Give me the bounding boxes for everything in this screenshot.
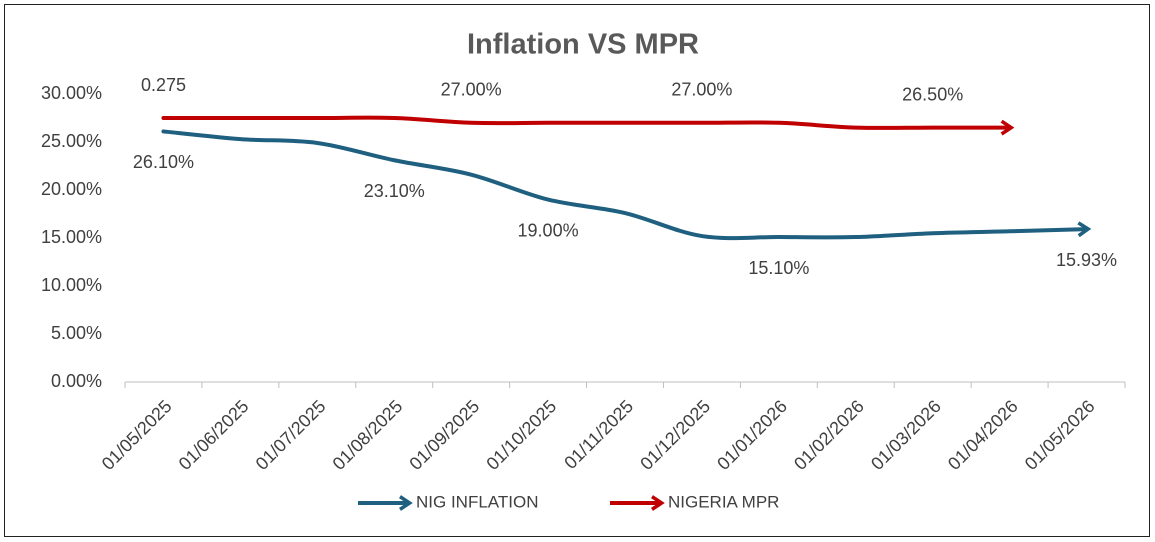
y-tick-label: 30.00%	[41, 83, 102, 103]
series-line	[161, 115, 1015, 136]
data-label: 27.00%	[441, 80, 502, 100]
y-tick-label: 15.00%	[41, 227, 102, 247]
data-label: 0.275	[141, 75, 186, 95]
chart-title: Inflation VS MPR	[467, 29, 699, 61]
y-tick-label: 25.00%	[41, 131, 102, 151]
y-tick-label: 10.00%	[41, 275, 102, 295]
data-label: 15.93%	[1056, 250, 1117, 270]
data-label: 26.50%	[902, 84, 963, 104]
chart-frame	[4, 4, 1150, 537]
data-label: 26.10%	[133, 152, 194, 172]
y-tick-label: 20.00%	[41, 179, 102, 199]
data-label: 19.00%	[518, 220, 579, 240]
y-tick-label: 0.00%	[51, 371, 102, 391]
data-label: 27.00%	[671, 80, 732, 100]
legend-label: NIG INFLATION	[416, 492, 538, 511]
y-tick-label: 5.00%	[51, 323, 102, 343]
data-label: 15.10%	[748, 258, 809, 278]
data-label: 23.10%	[364, 181, 425, 201]
series-line	[161, 129, 1092, 241]
legend-label: NIGERIA MPR	[668, 492, 779, 511]
